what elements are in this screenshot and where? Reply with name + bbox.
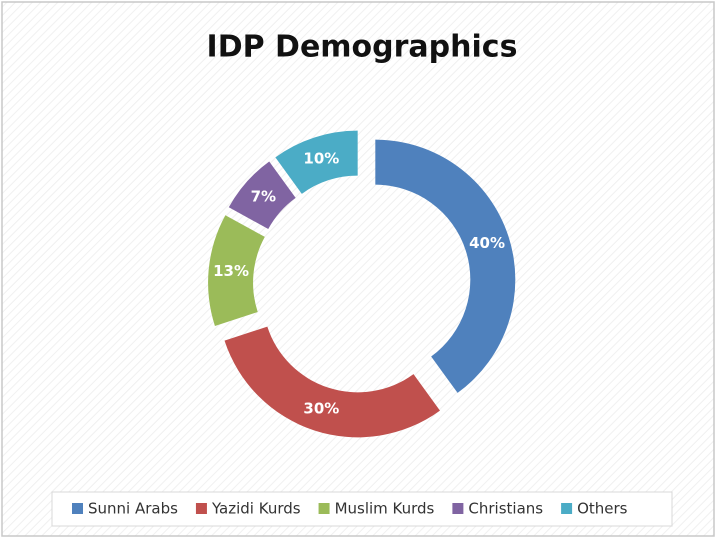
data-label: 13%	[213, 262, 249, 280]
data-label: 40%	[469, 234, 505, 252]
donut-segment	[224, 326, 440, 438]
data-label: 7%	[251, 188, 276, 206]
donut-segment	[208, 215, 265, 326]
donut-segment	[228, 161, 296, 229]
chart-title: IDP Demographics	[207, 30, 518, 65]
legend-label: Yazidi Kurds	[211, 500, 301, 518]
legend-swatch	[561, 503, 573, 514]
legend-label: Christians	[468, 500, 543, 518]
donut-segment	[375, 139, 516, 393]
data-label: 30%	[303, 400, 339, 418]
donut-segment	[275, 130, 358, 194]
legend-label: Muslim Kurds	[335, 500, 435, 518]
data-label: 10%	[303, 149, 339, 167]
legend-label: Others	[577, 500, 628, 518]
legend-swatch	[72, 503, 83, 514]
legend-swatch	[452, 503, 464, 514]
legend-label: Sunni Arabs	[88, 500, 178, 518]
legend-swatch	[195, 503, 207, 514]
legend-swatch	[318, 503, 330, 514]
